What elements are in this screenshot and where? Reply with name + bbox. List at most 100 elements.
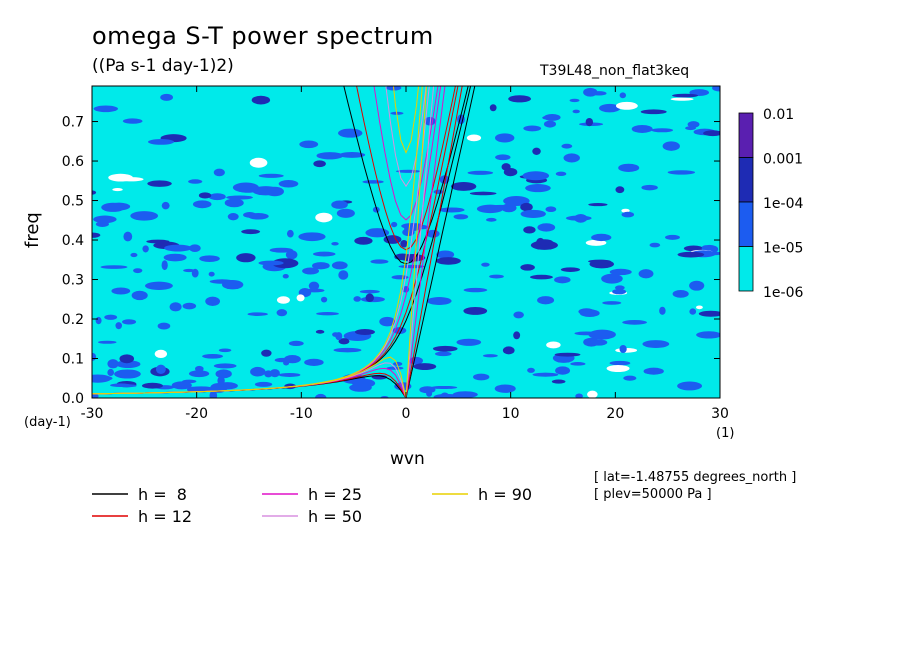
spectrum-patch xyxy=(513,331,521,340)
spectrum-patch xyxy=(659,306,666,315)
spectrum-patch xyxy=(591,233,612,242)
spectrum-patch xyxy=(92,190,97,195)
spectrum-patch xyxy=(482,354,498,358)
spectrum-patch xyxy=(419,386,436,394)
spectrum-patch xyxy=(649,242,661,248)
spectrum-patch xyxy=(685,126,696,131)
spectrum-patch xyxy=(638,269,654,279)
spectrum-patch xyxy=(112,188,123,192)
spectrum-patch xyxy=(520,202,533,212)
spectrum-patch xyxy=(543,113,561,121)
spectrum-patch xyxy=(651,128,674,133)
spectrum-patch xyxy=(689,308,697,315)
spectrum-patch xyxy=(612,288,627,295)
x-tick-label: 0 xyxy=(402,406,411,422)
spectrum-patch xyxy=(208,193,226,201)
spectrum-patch xyxy=(404,226,420,232)
spectrum-patch xyxy=(155,364,166,374)
spectrum-patch xyxy=(589,339,608,346)
spectrum-patch xyxy=(667,170,696,175)
spectrum-patch xyxy=(430,385,458,390)
spectrum-patch xyxy=(332,332,339,337)
spectrum-patch xyxy=(224,198,244,208)
spectrum-patch xyxy=(525,184,551,193)
spectrum-patch xyxy=(466,134,482,142)
spectrum-patch xyxy=(92,393,99,398)
spectrum-patch xyxy=(111,287,131,295)
y-tick-label: 0.5 xyxy=(62,194,84,210)
spectrum-patch xyxy=(463,287,488,293)
spectrum-patch xyxy=(602,301,622,305)
spectrum-patch xyxy=(304,358,324,366)
spectrum-patch xyxy=(320,296,328,303)
spectrum-patch xyxy=(331,241,339,246)
spectrum-patch xyxy=(107,359,119,369)
colorbar-label: 0.01 xyxy=(763,107,794,123)
mrg-curve-h90 xyxy=(92,86,423,395)
spectrum-patch xyxy=(436,250,455,259)
spectrum-patch xyxy=(599,103,621,113)
spectrum-patch xyxy=(670,97,694,101)
spectrum-patch xyxy=(130,211,159,221)
spectrum-blobs xyxy=(92,86,720,398)
y-tick-label: 0.0 xyxy=(62,391,84,407)
spectrum-patch xyxy=(218,348,232,353)
spectrum-patch xyxy=(278,179,299,188)
spectrum-patch xyxy=(689,280,705,291)
spectrum-patch xyxy=(122,118,143,124)
spectrum-patch xyxy=(469,191,497,196)
spectrum-patch xyxy=(588,329,616,340)
spectrum-patch xyxy=(100,265,128,269)
spectrum-patch xyxy=(572,109,580,114)
spectrum-patch xyxy=(169,302,182,312)
x-tick-label: 20 xyxy=(606,406,624,422)
spectrum-patch xyxy=(209,390,218,398)
y-tick-label: 0.2 xyxy=(62,312,84,328)
spectrum-patch xyxy=(609,268,632,276)
y-tick-label: 0.7 xyxy=(62,115,84,131)
spectrum-patch xyxy=(265,186,284,197)
spectrum-patch xyxy=(665,234,680,240)
spectrum-patch xyxy=(503,196,530,206)
spectrum-patch xyxy=(565,215,592,221)
spectrum-patch xyxy=(338,152,366,158)
spectrum-patch xyxy=(379,316,396,327)
spectrum-patch xyxy=(537,223,556,232)
spectrum-patch xyxy=(104,314,118,320)
spectrum-patch xyxy=(589,259,614,269)
spectrum-patch xyxy=(365,293,374,302)
spectrum-patch xyxy=(435,351,452,357)
spectrum-patch xyxy=(205,296,221,306)
colorbar-segment xyxy=(738,157,754,203)
spectrum-patch xyxy=(642,340,670,348)
y-tick-label: 0.1 xyxy=(62,352,84,368)
spectrum-patch xyxy=(641,184,658,191)
spectrum-patch xyxy=(560,267,581,272)
x-tick-label: 10 xyxy=(502,406,520,422)
spectrum-patch xyxy=(131,290,148,301)
spectrum-patch xyxy=(258,260,284,266)
spectrum-patch xyxy=(439,175,450,184)
spectrum-patch xyxy=(199,255,220,262)
spectrum-patch xyxy=(333,347,362,353)
y-tick-label: 0.3 xyxy=(62,273,84,289)
y-axis-unit: (day-1) xyxy=(24,415,71,430)
legend-label-h25: h = 25 xyxy=(308,485,362,504)
kelvin-curve-h8 xyxy=(405,86,476,398)
spectrum-patch xyxy=(148,138,174,145)
spectrum-patch xyxy=(365,228,390,238)
spectrum-patch xyxy=(336,208,355,218)
spectrum-patch xyxy=(489,274,504,279)
spectrum-patch xyxy=(115,322,122,330)
spectrum-patch xyxy=(247,213,269,220)
spectrum-patch xyxy=(276,296,290,304)
spectrum-patch xyxy=(349,378,373,384)
spectrum-patch xyxy=(623,375,637,381)
spectrum-patch xyxy=(450,181,477,191)
spectrum-patch xyxy=(440,392,450,398)
spectrum-patch xyxy=(703,251,720,256)
spectrum-patch xyxy=(114,369,141,379)
spectrum-patch xyxy=(426,297,452,305)
colorbar-label: 1e-04 xyxy=(763,196,803,212)
spectrum-patch xyxy=(662,141,680,151)
